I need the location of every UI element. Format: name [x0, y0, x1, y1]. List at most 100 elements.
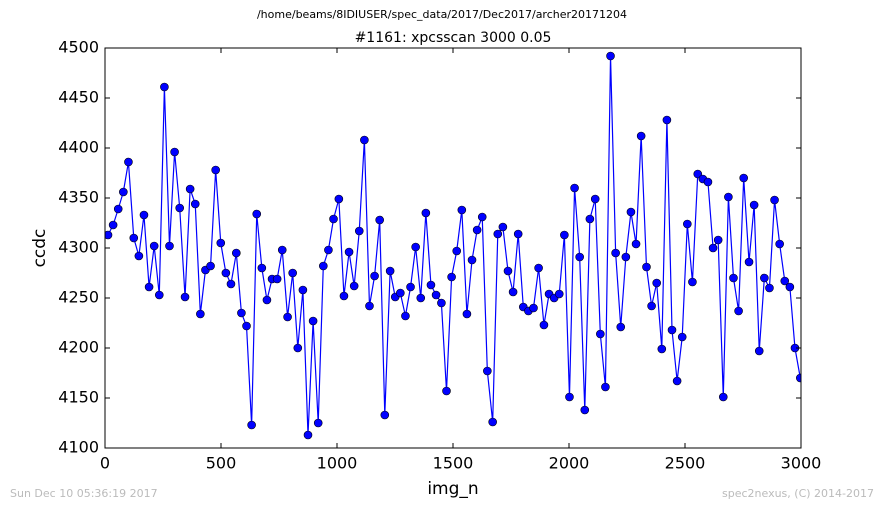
data-point — [775, 239, 784, 249]
data-point — [734, 306, 743, 316]
data-point — [472, 225, 482, 235]
data-point — [119, 187, 128, 197]
data-point — [154, 290, 164, 300]
data-point — [380, 410, 390, 420]
data-point — [621, 252, 631, 262]
data-point — [237, 308, 246, 318]
data-point — [216, 238, 226, 248]
data-point — [596, 329, 605, 339]
data-point — [303, 430, 313, 440]
data-point — [149, 241, 159, 251]
data-point — [796, 373, 801, 383]
data-point — [708, 243, 718, 253]
data-point — [431, 290, 441, 300]
y-tick-label: 4100 — [58, 438, 99, 457]
data-point — [288, 268, 297, 278]
data-point — [324, 245, 333, 255]
y-tick-label: 4350 — [58, 188, 99, 207]
y-tick-label: 4150 — [58, 388, 99, 407]
footer-right: spec2nexus, (C) 2014-2017 — [722, 487, 874, 500]
data-point — [226, 279, 236, 289]
data-point — [211, 165, 220, 175]
data-point — [688, 277, 697, 287]
plot-area — [105, 51, 801, 440]
data-point — [360, 135, 369, 145]
data-point — [298, 285, 308, 295]
data-point — [493, 229, 503, 239]
data-point — [539, 320, 549, 330]
data-point — [308, 316, 318, 326]
data-point — [206, 261, 215, 271]
data-point — [739, 173, 748, 183]
y-tick-label: 4400 — [58, 138, 99, 157]
data-point — [277, 245, 287, 255]
data-point — [580, 405, 590, 415]
data-point — [442, 386, 451, 396]
data-point — [339, 291, 349, 301]
data-point — [105, 230, 113, 240]
data-point — [529, 303, 538, 313]
data-point — [626, 207, 636, 217]
data-point — [313, 418, 323, 428]
data-point — [365, 301, 374, 311]
x-tick-label: 1500 — [433, 454, 474, 473]
data-point — [344, 247, 354, 257]
data-point — [452, 246, 462, 256]
x-axis-label: img_n — [427, 479, 478, 499]
data-point — [565, 392, 574, 402]
data-point — [616, 322, 626, 332]
data-point — [642, 262, 651, 272]
suptitle: /home/beams/8IDIUSER/spec_data/2017/Dec2… — [257, 8, 627, 21]
data-point — [334, 194, 344, 204]
data-point — [498, 222, 508, 232]
plot-frame — [104, 47, 802, 449]
data-point — [585, 214, 595, 224]
data-point — [754, 346, 764, 356]
data-point — [483, 366, 492, 376]
data-point — [488, 417, 497, 427]
data-point — [139, 210, 149, 220]
data-point — [647, 301, 656, 311]
data-point — [190, 199, 200, 209]
data-point — [165, 241, 174, 251]
data-point — [672, 376, 682, 386]
data-point — [108, 220, 118, 230]
data-point — [196, 309, 205, 319]
data-point — [426, 280, 436, 290]
data-point — [534, 263, 543, 273]
data-point — [770, 195, 779, 205]
x-tick-label: 500 — [206, 454, 237, 473]
y-tick-label: 4200 — [58, 338, 99, 357]
data-point — [293, 343, 303, 353]
data-point — [677, 332, 687, 342]
data-point — [749, 200, 759, 210]
data-point — [242, 321, 251, 331]
data-point — [416, 293, 426, 303]
data-point — [421, 208, 431, 218]
data-point — [113, 204, 123, 214]
data-point — [657, 344, 667, 354]
data-point — [631, 239, 641, 249]
data-point — [744, 257, 754, 267]
data-point — [437, 298, 446, 308]
data-point — [570, 183, 579, 193]
data-point — [134, 251, 144, 261]
data-point — [780, 276, 790, 286]
data-point — [375, 215, 384, 225]
data-point — [349, 281, 359, 291]
data-point — [129, 233, 139, 243]
data-point — [601, 382, 610, 392]
data-point — [160, 82, 169, 92]
data-point — [467, 255, 477, 265]
data-point — [396, 288, 405, 298]
data-line — [107, 55, 801, 436]
data-point — [283, 312, 292, 322]
data-point — [693, 169, 703, 179]
data-point — [319, 261, 328, 271]
chart-title: #1161: xpcsscan 3000 0.05 — [355, 30, 552, 46]
data-point — [554, 289, 564, 299]
data-point — [447, 272, 456, 282]
data-point — [385, 266, 395, 276]
y-tick-label: 4300 — [58, 238, 99, 257]
